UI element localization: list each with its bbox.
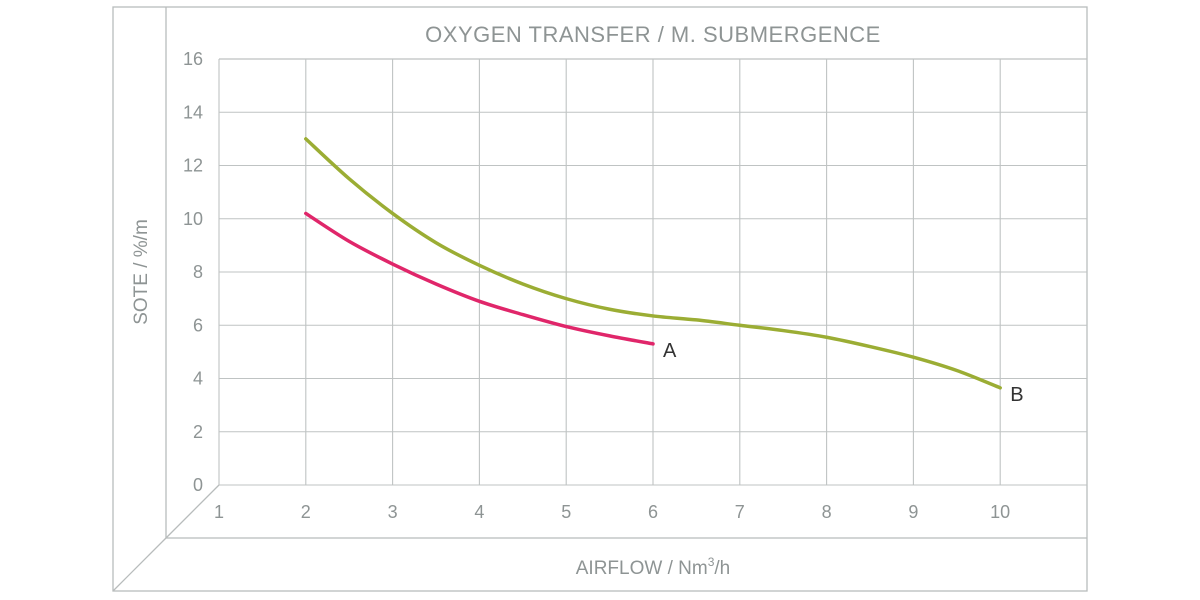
x-tick-labels: 1 2 3 4 5 6 7 8 9 10 — [214, 502, 1010, 522]
chart-frame — [112, 6, 1088, 592]
series-line-b — [304, 137, 1002, 390]
x-tick-label: 5 — [561, 502, 571, 522]
x-tick-label: 2 — [301, 502, 311, 522]
series-label-a: A — [663, 340, 677, 362]
y-tick-label: 14 — [183, 102, 203, 122]
series-label-b: B — [1010, 384, 1023, 406]
x-tick-label: 4 — [474, 502, 484, 522]
outer-frame — [112, 6, 1088, 592]
y-tick-labels: 0 2 4 6 8 10 12 14 16 — [183, 49, 203, 495]
x-tick-label: 7 — [735, 502, 745, 522]
y-tick-label: 10 — [183, 209, 203, 229]
series-line-a — [304, 211, 655, 346]
x-tick-label: 8 — [822, 502, 832, 522]
y-tick-label: 16 — [183, 49, 203, 69]
y-tick-label: 8 — [193, 262, 203, 282]
x-tick-label: 3 — [388, 502, 398, 522]
x-tick-label: 6 — [648, 502, 658, 522]
y-tick-label: 6 — [193, 315, 203, 335]
y-axis-label: SOTE / %/m — [131, 219, 152, 325]
series-end-labels: AB — [663, 340, 1024, 406]
y-tick-label: 12 — [183, 156, 203, 176]
y-tick-label: 2 — [193, 422, 203, 442]
y-tick-label: 4 — [193, 369, 203, 389]
x-axis-label: AIRFLOW / Nm3/h — [576, 555, 731, 579]
grid-lines — [218, 58, 1088, 486]
x-axis-label-main: AIRFLOW / Nm — [576, 558, 708, 579]
x-tick-label: 10 — [990, 502, 1010, 522]
chart-title: OXYGEN TRANSFER / M. SUBMERGENCE — [425, 22, 881, 47]
x-axis-label-tail: /h — [714, 558, 730, 579]
x-axis-label-sup: 3 — [708, 555, 715, 569]
depth-diagonal-axis — [165, 484, 220, 539]
x-tick-label: 1 — [214, 502, 224, 522]
y-tick-label: 0 — [193, 475, 203, 495]
x-tick-label: 9 — [908, 502, 918, 522]
series-lines — [304, 137, 1002, 390]
depth-diagonal-bottom — [112, 537, 167, 592]
